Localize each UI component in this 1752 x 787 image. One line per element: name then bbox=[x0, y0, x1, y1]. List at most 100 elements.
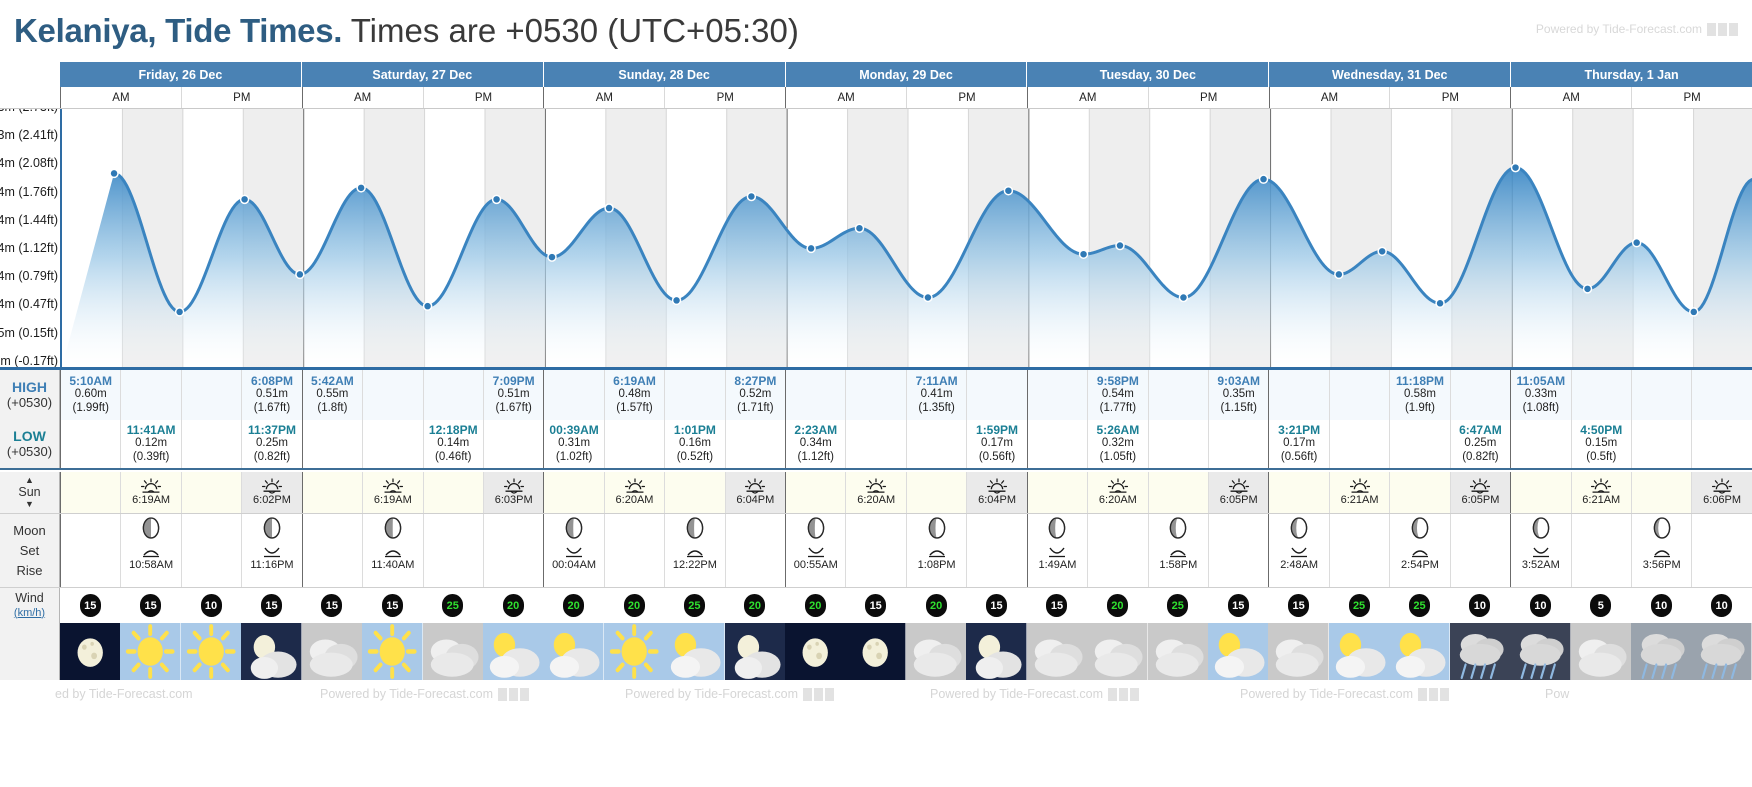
wind-unit-link[interactable]: (km/h) bbox=[13, 606, 46, 619]
wind-cell[interactable]: 25 bbox=[1329, 588, 1389, 623]
high-tide-cell[interactable]: 5:10AM 0.60m (1.99ft) bbox=[60, 370, 121, 420]
moon-cell[interactable]: 3:56PM bbox=[1630, 514, 1692, 587]
day-header-0[interactable]: Friday, 26 Dec bbox=[60, 62, 301, 87]
moon-cell[interactable]: 2:54PM bbox=[1389, 514, 1450, 587]
weather-cell[interactable] bbox=[1510, 623, 1571, 680]
wind-cell[interactable]: 20 bbox=[1087, 588, 1147, 623]
wind-cell[interactable]: 15 bbox=[1268, 588, 1328, 623]
day-header-2[interactable]: Sunday, 28 Dec bbox=[542, 62, 785, 87]
weather-cell[interactable] bbox=[362, 623, 423, 680]
wind-cell[interactable]: 10 bbox=[1510, 588, 1570, 623]
low-tide-cell[interactable]: 2:23AM 0.34m (1.12ft) bbox=[785, 420, 846, 468]
sun-cell[interactable]: 6:19AM bbox=[362, 472, 423, 513]
moon-cell[interactable]: 11:16PM bbox=[241, 514, 302, 587]
day-header-6[interactable]: Thursday, 1 Jan bbox=[1510, 62, 1752, 87]
wind-cell[interactable]: 20 bbox=[483, 588, 543, 623]
high-tide-cell[interactable]: 6:19AM 0.48m (1.57ft) bbox=[603, 370, 665, 420]
moon-cell[interactable]: 1:49AM bbox=[1026, 514, 1088, 587]
wind-cell[interactable]: 15 bbox=[966, 588, 1026, 623]
wind-cell[interactable]: 15 bbox=[60, 588, 120, 623]
moon-cell[interactable]: 00:04AM bbox=[543, 514, 604, 587]
wind-cell[interactable]: 15 bbox=[362, 588, 422, 623]
weather-cell[interactable] bbox=[482, 623, 544, 680]
sun-cell[interactable]: 6:05PM bbox=[1449, 472, 1511, 513]
wind-cell[interactable]: 20 bbox=[604, 588, 664, 623]
wind-cell[interactable]: 25 bbox=[664, 588, 724, 623]
weather-cell[interactable] bbox=[180, 623, 242, 680]
wind-cell[interactable]: 25 bbox=[423, 588, 483, 623]
sun-cell[interactable]: 6:02PM bbox=[241, 472, 302, 513]
weather-cell[interactable] bbox=[422, 623, 483, 680]
sun-cell[interactable]: 6:21AM bbox=[1570, 472, 1631, 513]
wind-cell[interactable]: 10 bbox=[181, 588, 241, 623]
weather-cell[interactable] bbox=[845, 623, 906, 680]
high-tide-cell[interactable]: 9:03AM 0.35m (1.15ft) bbox=[1208, 370, 1269, 420]
high-tide-cell[interactable]: 11:05AM 0.33m (1.08ft) bbox=[1510, 370, 1571, 420]
weather-cell[interactable] bbox=[1630, 623, 1692, 680]
wind-cell[interactable]: 20 bbox=[785, 588, 845, 623]
sun-cell[interactable]: 6:05PM bbox=[1208, 472, 1269, 513]
wind-cell[interactable]: 20 bbox=[543, 588, 603, 623]
sun-cell[interactable]: 6:04PM bbox=[966, 472, 1027, 513]
sun-cell[interactable]: 6:21AM bbox=[1328, 472, 1390, 513]
low-tide-cell[interactable]: 1:01PM 0.16m (0.52ft) bbox=[664, 420, 725, 468]
sun-cell[interactable]: 6:04PM bbox=[724, 472, 786, 513]
weather-cell[interactable] bbox=[966, 623, 1027, 680]
wind-cell[interactable]: 15 bbox=[1208, 588, 1268, 623]
high-tide-cell[interactable]: 8:27PM 0.52m (1.71ft) bbox=[724, 370, 786, 420]
sun-cell[interactable]: 6:20AM bbox=[845, 472, 906, 513]
wind-cell[interactable]: 10 bbox=[1631, 588, 1691, 623]
weather-cell[interactable] bbox=[241, 623, 302, 680]
high-tide-cell[interactable]: 11:18PM 0.58m (1.9ft) bbox=[1389, 370, 1450, 420]
wind-cell[interactable]: 15 bbox=[302, 588, 362, 623]
weather-cell[interactable] bbox=[120, 623, 181, 680]
day-header-1[interactable]: Saturday, 27 Dec bbox=[300, 62, 543, 87]
weather-cell[interactable] bbox=[1087, 623, 1148, 680]
wind-cell[interactable]: 10 bbox=[1450, 588, 1510, 623]
wind-cell[interactable]: 25 bbox=[1148, 588, 1208, 623]
high-tide-cell[interactable]: 7:11AM 0.41m (1.35ft) bbox=[905, 370, 967, 420]
wind-cell[interactable]: 15 bbox=[845, 588, 905, 623]
weather-cell[interactable] bbox=[1208, 623, 1269, 680]
sun-cell[interactable]: 6:06PM bbox=[1691, 472, 1752, 513]
wind-cell[interactable]: 20 bbox=[906, 588, 966, 623]
wind-cell[interactable]: 5 bbox=[1571, 588, 1631, 623]
sun-cell[interactable]: 6:20AM bbox=[603, 472, 665, 513]
weather-cell[interactable] bbox=[905, 623, 967, 680]
low-tide-cell[interactable]: 4:50PM 0.15m (0.5ft) bbox=[1570, 420, 1631, 468]
weather-cell[interactable] bbox=[1389, 623, 1450, 680]
sun-cell[interactable]: 6:20AM bbox=[1087, 472, 1148, 513]
high-tide-cell[interactable]: 5:42AM 0.55m (1.8ft) bbox=[301, 370, 363, 420]
wind-cell[interactable]: 20 bbox=[725, 588, 785, 623]
wind-cell[interactable]: 15 bbox=[1027, 588, 1087, 623]
weather-cell[interactable] bbox=[664, 623, 725, 680]
weather-cell[interactable] bbox=[785, 623, 846, 680]
low-tide-cell[interactable]: 6:47AM 0.25m (0.82ft) bbox=[1449, 420, 1511, 468]
high-tide-cell[interactable]: 9:58PM 0.54m (1.77ft) bbox=[1087, 370, 1148, 420]
day-header-3[interactable]: Monday, 29 Dec bbox=[784, 62, 1027, 87]
low-tide-cell[interactable]: 3:21PM 0.17m (0.56ft) bbox=[1268, 420, 1329, 468]
moon-cell[interactable]: 12:22PM bbox=[664, 514, 725, 587]
weather-cell[interactable] bbox=[1026, 623, 1088, 680]
weather-cell[interactable] bbox=[1570, 623, 1631, 680]
sun-cell[interactable]: 6:19AM bbox=[120, 472, 181, 513]
weather-cell[interactable] bbox=[60, 623, 121, 680]
high-tide-cell[interactable]: 7:09PM 0.51m (1.67ft) bbox=[482, 370, 544, 420]
high-tide-cell[interactable]: 6:08PM 0.51m (1.67ft) bbox=[241, 370, 302, 420]
low-tide-cell[interactable]: 12:18PM 0.14m (0.46ft) bbox=[422, 420, 483, 468]
moon-cell[interactable]: 1:58PM bbox=[1147, 514, 1209, 587]
low-tide-cell[interactable]: 11:41AM 0.12m (0.39ft) bbox=[120, 420, 181, 468]
weather-cell[interactable] bbox=[1449, 623, 1511, 680]
wind-cell[interactable]: 10 bbox=[1691, 588, 1751, 623]
sun-cell[interactable]: 6:03PM bbox=[482, 472, 544, 513]
wind-cell[interactable]: 15 bbox=[120, 588, 180, 623]
weather-cell[interactable] bbox=[1268, 623, 1329, 680]
weather-cell[interactable] bbox=[1691, 623, 1752, 680]
moon-cell[interactable]: 00:55AM bbox=[785, 514, 846, 587]
weather-cell[interactable] bbox=[724, 623, 786, 680]
low-tide-cell[interactable]: 1:59PM 0.17m (0.56ft) bbox=[966, 420, 1027, 468]
weather-cell[interactable] bbox=[301, 623, 363, 680]
low-tide-cell[interactable]: 00:39AM 0.31m (1.02ft) bbox=[543, 420, 604, 468]
moon-cell[interactable]: 1:08PM bbox=[905, 514, 967, 587]
weather-cell[interactable] bbox=[543, 623, 604, 680]
